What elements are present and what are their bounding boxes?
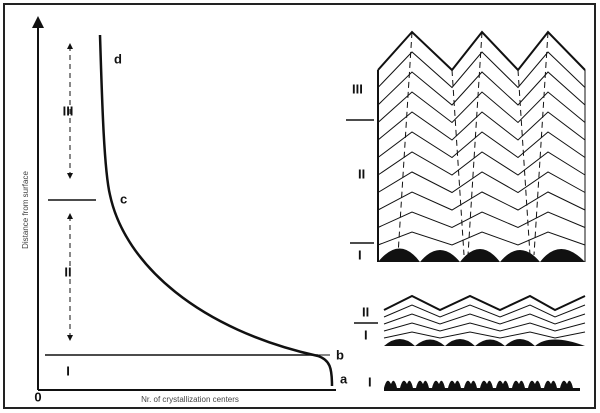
growth-line (377, 231, 586, 246)
growth-line (383, 322, 586, 332)
crystal-structure (377, 30, 586, 391)
growth-line (377, 71, 586, 106)
origin-label: 0 (34, 389, 41, 404)
x-axis-label: Nr. of crystallization centers (141, 395, 239, 404)
curve (98, 34, 334, 387)
growth-line (383, 313, 586, 325)
grain-boundary (533, 31, 549, 256)
zone-label: I (66, 363, 70, 378)
growth-line (377, 111, 586, 141)
zone-label: III (352, 81, 363, 96)
growth-line (377, 211, 586, 229)
zone-label: III (63, 103, 74, 118)
growth-line (377, 51, 586, 89)
zone-label: II (362, 304, 369, 319)
nuclei (384, 380, 580, 391)
growth-front (377, 30, 586, 72)
zone-label: II (358, 166, 365, 181)
nucleation-layer (378, 248, 585, 262)
growth-line (383, 294, 586, 312)
zone-label: I (364, 327, 368, 342)
grain-boundary (467, 31, 483, 256)
growth-line (377, 91, 586, 124)
point-label: d (114, 51, 122, 66)
point-label: a (340, 371, 348, 386)
frame (3, 3, 596, 409)
growth-line (377, 191, 586, 211)
point-label: b (336, 347, 344, 362)
grain-boundary (451, 69, 465, 256)
point-label: c (120, 191, 127, 206)
growth-line (377, 131, 586, 159)
zone-label: II (64, 264, 71, 279)
y-axis-label: Distance from surface (21, 171, 30, 249)
grain-boundary (397, 31, 413, 256)
zone-label: I (358, 247, 362, 262)
growth-line (377, 171, 586, 194)
grain-boundary (517, 69, 531, 256)
growth-line (377, 151, 586, 176)
nucleation-layer (384, 339, 585, 346)
growth-line (383, 304, 586, 318)
growth-line (383, 331, 586, 339)
zone-label: I (368, 374, 372, 389)
